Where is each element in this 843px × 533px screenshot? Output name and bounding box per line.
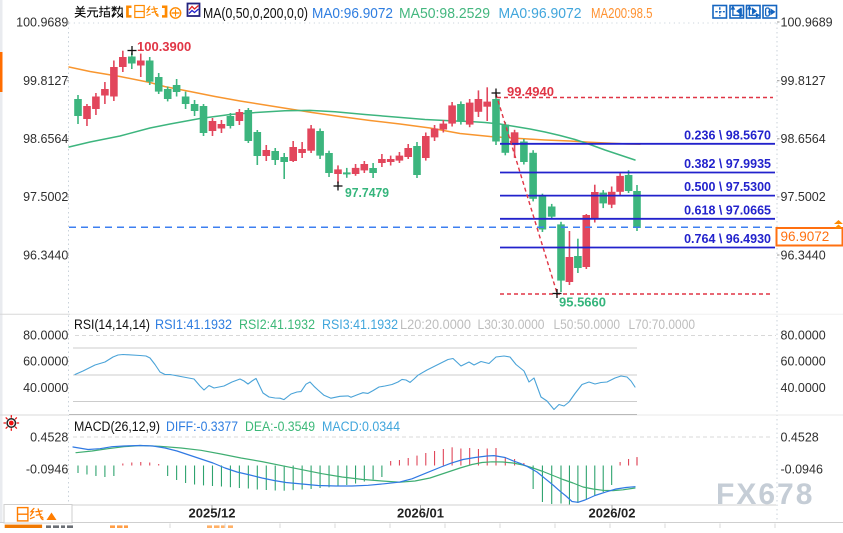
svg-text:FX678: FX678 (716, 478, 814, 511)
svg-text:98.6564: 98.6564 (781, 132, 826, 146)
svg-text:99.4940: 99.4940 (507, 84, 554, 99)
svg-text:99.8127: 99.8127 (23, 74, 68, 88)
svg-text:96.3440: 96.3440 (23, 248, 68, 262)
svg-text:DEA:-0.3549: DEA:-0.3549 (245, 419, 315, 434)
svg-text:0.500 \ 97.5300: 0.500 \ 97.5300 (684, 180, 771, 194)
svg-text:80.0000: 80.0000 (23, 328, 68, 342)
svg-text:60.0000: 60.0000 (23, 354, 68, 368)
svg-text:MA200:98.5: MA200:98.5 (591, 5, 653, 22)
svg-text:96.9072: 96.9072 (781, 229, 830, 244)
svg-text:0.764 \ 96.4930: 0.764 \ 96.4930 (684, 232, 771, 246)
svg-text:0.236 \ 98.5670: 0.236 \ 98.5670 (684, 128, 771, 142)
svg-text:RSI1:41.1932: RSI1:41.1932 (155, 317, 232, 332)
svg-text:MA0:96.9072: MA0:96.9072 (499, 5, 582, 22)
svg-text:2026/02: 2026/02 (589, 506, 636, 521)
svg-text:100.3900: 100.3900 (137, 39, 191, 54)
svg-text:L70:70.0000: L70:70.0000 (629, 317, 696, 332)
svg-text:0.4528: 0.4528 (30, 430, 68, 444)
svg-text:MACD:0.0344: MACD:0.0344 (322, 419, 400, 434)
svg-text:95.5660: 95.5660 (559, 296, 606, 310)
svg-text:100.9689: 100.9689 (16, 15, 68, 29)
svg-text:40.0000: 40.0000 (781, 381, 826, 395)
svg-text:97.5002: 97.5002 (23, 190, 68, 204)
svg-text:MA(0,50,0,200,0,0): MA(0,50,0,200,0,0) (203, 5, 308, 22)
svg-text:RSI2:41.1932: RSI2:41.1932 (239, 317, 315, 332)
svg-text:-0.0946: -0.0946 (781, 462, 823, 476)
svg-text:MACD(26,12,9): MACD(26,12,9) (74, 419, 160, 434)
svg-text:L20:20.0000: L20:20.0000 (400, 317, 471, 332)
svg-text:2025/12: 2025/12 (189, 506, 236, 521)
svg-text:99.8127: 99.8127 (781, 74, 826, 88)
svg-text:97.5002: 97.5002 (781, 190, 826, 204)
svg-text:0.382 \ 97.9935: 0.382 \ 97.9935 (684, 157, 771, 171)
svg-text:100.9689: 100.9689 (781, 15, 833, 29)
svg-text:0.618 \ 97.0665: 0.618 \ 97.0665 (684, 203, 771, 217)
svg-text:-0.0946: -0.0946 (26, 462, 68, 476)
svg-text:MA0:96.9072: MA0:96.9072 (312, 5, 393, 22)
svg-text:96.3440: 96.3440 (781, 248, 826, 262)
svg-text:MA50:98.2529: MA50:98.2529 (399, 5, 490, 22)
svg-text:0.4528: 0.4528 (781, 430, 819, 444)
svg-text:40.0000: 40.0000 (23, 381, 68, 395)
svg-text:2026/01: 2026/01 (397, 506, 444, 521)
svg-text:97.7479: 97.7479 (345, 186, 389, 200)
svg-text:80.0000: 80.0000 (781, 328, 826, 342)
svg-text:60.0000: 60.0000 (781, 354, 826, 368)
svg-text:98.6564: 98.6564 (23, 132, 68, 146)
svg-text:RSI3:41.1932: RSI3:41.1932 (322, 317, 398, 332)
svg-text:L30:30.0000: L30:30.0000 (478, 317, 545, 332)
svg-text:RSI(14,14,14): RSI(14,14,14) (74, 317, 150, 332)
svg-text:DIFF:-0.3377: DIFF:-0.3377 (166, 419, 238, 434)
svg-text:L50:50.0000: L50:50.0000 (554, 317, 621, 332)
